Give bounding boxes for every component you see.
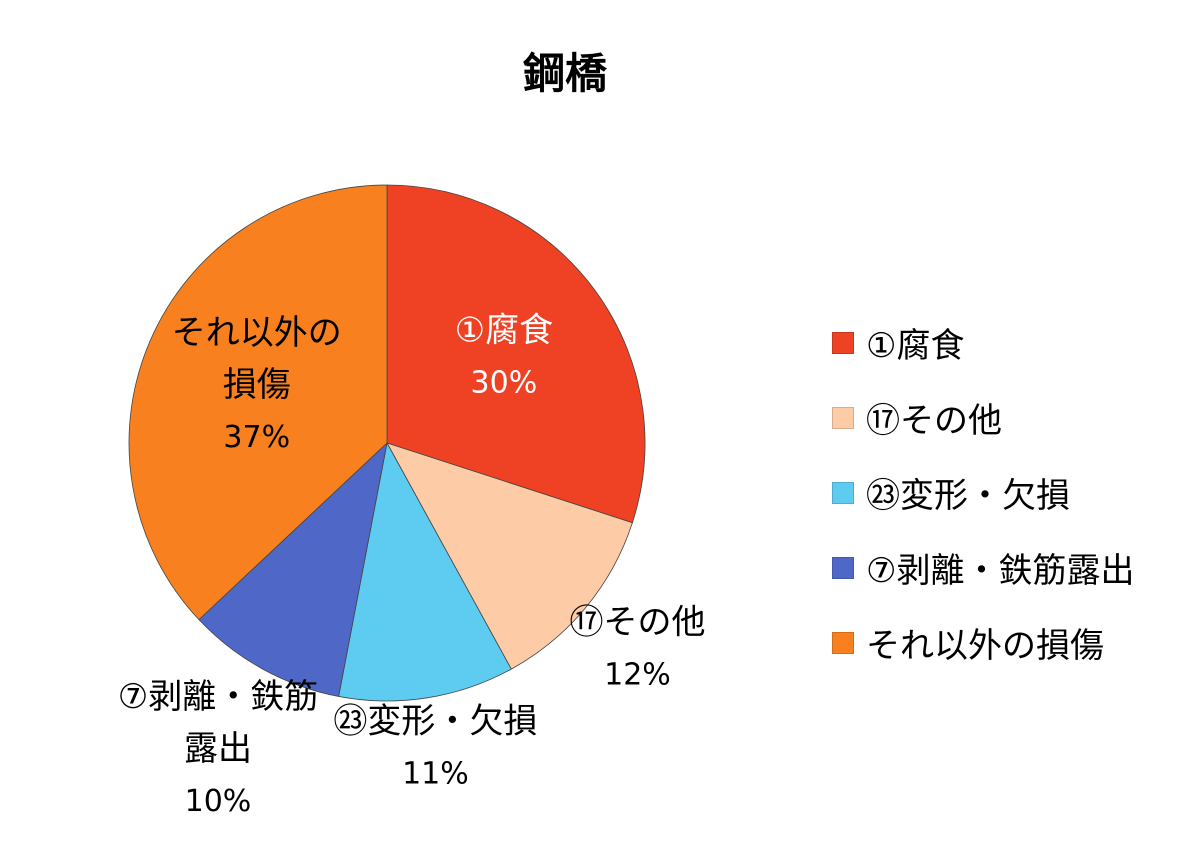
slice-corrosion [386,184,646,524]
legend-swatch-remaining [832,631,854,654]
data-label-category: ㉓変形・欠損 [333,701,537,741]
legend-item-deformation: ㉓変形・欠損 [832,455,1134,530]
legend-swatch-corrosion [832,331,854,354]
data-label-percent: 37% [223,420,290,455]
slice-spalling [198,441,388,697]
slice-other [386,442,633,670]
slice-deformation [338,441,512,702]
legend-item-remaining: それ以外の損傷 [832,605,1134,680]
data-label-category: ⑦剥離・鉄筋 [118,677,318,717]
chart-title: 鋼橋 [522,49,607,98]
data-label-percent: 11% [402,756,469,791]
data-label-other: ⑰その他 12% [569,603,705,693]
slice-remaining [128,184,388,621]
data-label-remaining: それ以外の損傷 37% [172,313,342,455]
data-label-corrosion: ①腐食 30% [455,311,553,401]
legend-label-corrosion: ①腐食 [866,326,965,366]
legend-swatch-deformation [832,481,854,504]
legend-item-other: ⑰その他 [832,380,1134,455]
legend-swatch-spalling [832,556,854,579]
data-label-percent: 12% [604,658,671,693]
data-label-category: ⑰その他 [569,603,705,643]
legend-label-remaining: それ以外の損傷 [866,626,1104,666]
data-label-category: ①腐食 [455,311,553,351]
pie-slices [128,184,646,702]
legend-label-spalling: ⑦剥離・鉄筋露出 [866,551,1135,591]
legend-swatch-other [832,406,854,429]
chart-legend: ①腐食 ⑰その他 ㉓変形・欠損 ⑦剥離・鉄筋露出 それ以外の損傷 [832,305,1134,680]
data-label-category: 露出 [184,729,252,769]
legend-label-deformation: ㉓変形・欠損 [866,476,1070,516]
legend-item-corrosion: ①腐食 [832,305,1134,380]
data-label-percent: 30% [471,366,538,401]
data-label-category: それ以外の [172,313,342,353]
legend-item-spalling: ⑦剥離・鉄筋露出 [832,530,1134,605]
pie-data-labels: ①腐食 30% ⑰その他 12% ㉓変形・欠損 11% ⑦剥離・鉄筋露出 10% それ以外の損傷… [118,311,706,819]
data-label-spalling: ⑦剥離・鉄筋露出 10% [118,677,318,819]
data-label-category: 損傷 [223,365,291,405]
data-label-deformation: ㉓変形・欠損 11% [333,701,537,791]
data-label-percent: 10% [185,784,252,819]
legend-label-other: ⑰その他 [866,401,1002,441]
